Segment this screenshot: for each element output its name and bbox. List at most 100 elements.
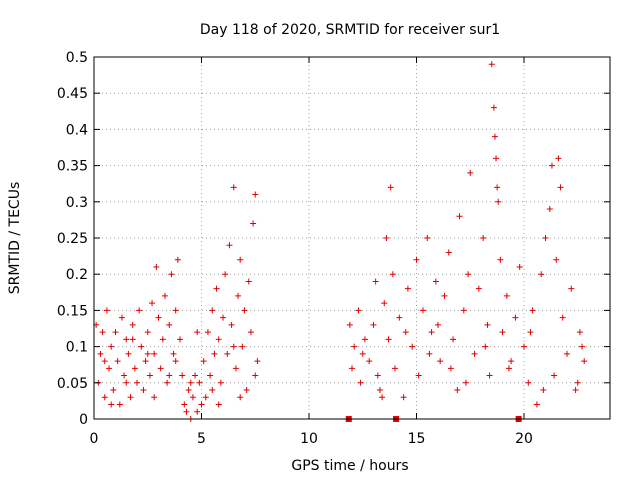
x-tick-label: 20 — [515, 431, 533, 447]
data-point — [129, 336, 136, 343]
data-point — [370, 321, 377, 328]
data-point — [491, 133, 498, 140]
data-point — [404, 285, 411, 292]
data-point — [161, 292, 168, 299]
data-point — [419, 307, 426, 314]
data-point — [454, 387, 461, 394]
data-point — [508, 358, 515, 365]
data-point — [153, 263, 160, 270]
data-point — [106, 365, 113, 372]
data-point — [220, 314, 226, 321]
data-point — [396, 314, 403, 321]
data-point — [179, 372, 186, 379]
data-point — [157, 365, 164, 372]
data-point — [209, 307, 216, 314]
data-point — [548, 162, 555, 169]
data-point — [230, 343, 237, 350]
data-point — [228, 321, 235, 328]
data-point — [409, 343, 416, 350]
data-point — [243, 387, 250, 394]
data-point — [213, 285, 220, 292]
data-point — [101, 358, 108, 365]
data-point — [239, 343, 246, 350]
data-point — [144, 350, 151, 357]
data-point — [379, 394, 386, 401]
data-point — [355, 307, 362, 314]
data-point — [424, 235, 431, 241]
data-point — [533, 401, 540, 408]
data-point — [445, 249, 452, 256]
data-point — [538, 271, 545, 278]
data-point — [134, 379, 140, 386]
y-tick-label: 0.25 — [57, 231, 88, 247]
data-points — [93, 61, 588, 422]
y-tick-label: 0.4 — [66, 122, 88, 138]
y-tick-label: 0.3 — [66, 195, 88, 211]
data-point — [202, 394, 209, 401]
data-point — [121, 372, 128, 379]
data-point — [349, 365, 355, 372]
data-point — [144, 329, 151, 336]
data-point — [359, 350, 366, 357]
data-point — [497, 256, 504, 263]
data-point — [581, 358, 588, 365]
data-point — [540, 387, 547, 394]
data-point — [230, 184, 237, 191]
data-point — [432, 278, 439, 285]
data-point — [110, 387, 117, 394]
data-point — [542, 235, 549, 241]
data-point — [151, 394, 158, 401]
y-tick-label: 0.2 — [66, 267, 88, 283]
data-point — [172, 358, 179, 365]
data-point — [415, 372, 422, 379]
data-point — [123, 336, 130, 343]
data-point — [215, 401, 222, 408]
data-point — [168, 271, 175, 278]
data-point — [465, 271, 472, 278]
chart-title: Day 118 of 2020, SRMTID for receiver sur… — [200, 22, 500, 38]
data-point — [254, 358, 261, 365]
data-point — [149, 300, 156, 307]
data-point — [241, 307, 248, 314]
data-point — [170, 350, 177, 357]
data-point — [381, 300, 388, 307]
y-tick-label: 0.1 — [66, 340, 88, 356]
data-point — [450, 336, 457, 343]
x-axis-label: GPS time / hours — [291, 458, 408, 474]
data-point — [200, 358, 207, 365]
data-point — [527, 329, 534, 336]
data-point — [495, 198, 502, 205]
data-point — [108, 401, 115, 408]
data-point — [366, 358, 373, 365]
data-point — [194, 408, 201, 415]
data-point — [252, 372, 259, 379]
data-point — [250, 220, 257, 227]
data-point — [499, 329, 506, 336]
data-point — [140, 387, 147, 394]
data-point — [516, 263, 523, 270]
data-point — [217, 379, 224, 386]
data-point — [164, 379, 171, 386]
data-point — [215, 336, 222, 343]
x-tick-label: 5 — [197, 431, 206, 447]
data-point — [346, 321, 353, 328]
data-point — [462, 379, 469, 386]
data-point — [546, 206, 553, 213]
data-point — [392, 365, 398, 372]
data-point — [237, 394, 244, 401]
data-point — [207, 372, 214, 379]
data-point — [108, 343, 115, 350]
y-tick-label: 0 — [79, 412, 88, 428]
data-point — [482, 343, 489, 350]
data-point — [525, 379, 532, 386]
data-point — [435, 321, 441, 328]
data-point — [123, 379, 130, 386]
data-point — [114, 358, 121, 365]
data-point — [232, 365, 239, 372]
data-point — [529, 307, 536, 314]
data-point — [467, 169, 474, 176]
data-point — [194, 329, 201, 336]
data-point — [209, 387, 216, 394]
data-point — [361, 336, 368, 343]
